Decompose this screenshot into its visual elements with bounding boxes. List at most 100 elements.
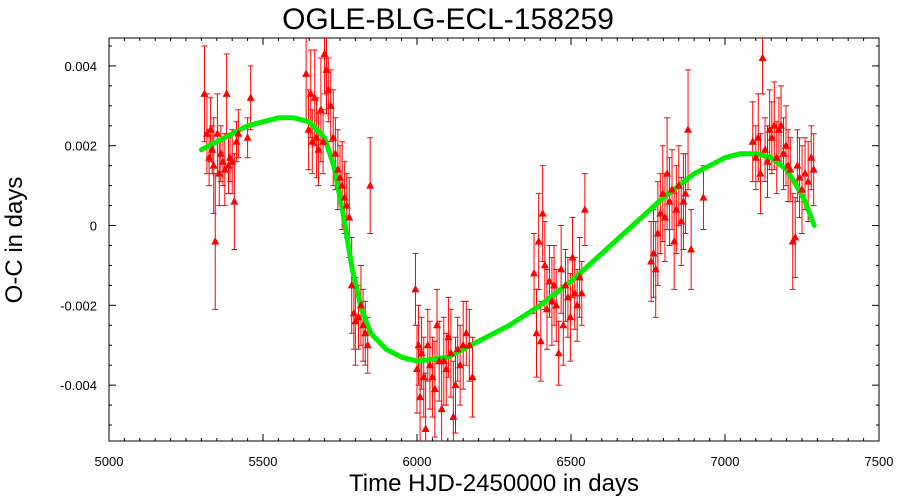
data-point (804, 177, 813, 185)
data-point (687, 244, 696, 253)
data-point (316, 105, 325, 113)
data-point (338, 181, 347, 189)
data-point (774, 125, 783, 133)
data-point (770, 121, 779, 129)
data-point (791, 233, 800, 241)
data-point (580, 205, 589, 213)
data-point (243, 133, 252, 141)
data-point (767, 133, 776, 141)
data-point (748, 137, 757, 145)
data-point (672, 205, 681, 213)
data-point (788, 236, 797, 245)
data-point (306, 89, 315, 97)
data-point (462, 328, 471, 337)
data-point (668, 185, 677, 193)
data-point (575, 272, 584, 281)
data-point (656, 209, 665, 217)
y-tick-label: 0.004 (64, 59, 97, 74)
data-point (758, 53, 767, 61)
data-point (670, 236, 679, 245)
x-tick-label: 6500 (557, 454, 586, 469)
y-tick-label: -0.004 (60, 378, 97, 393)
data-point (772, 153, 781, 161)
data-point (329, 133, 338, 141)
data-point (333, 165, 342, 173)
data-point (756, 169, 765, 177)
data-point (319, 137, 328, 145)
data-point (419, 372, 428, 381)
data-point (577, 288, 586, 297)
data-point (536, 336, 545, 345)
data-point (363, 340, 372, 349)
data-point (559, 320, 568, 329)
data-point (336, 173, 344, 181)
data-point (658, 189, 667, 197)
data-point (430, 384, 439, 393)
data-point (451, 380, 460, 389)
data-point (663, 169, 672, 177)
data-point (324, 85, 333, 93)
data-point (456, 360, 465, 369)
data-point (209, 161, 218, 169)
data-point (359, 320, 368, 329)
data-point (570, 288, 579, 297)
data-point (425, 360, 434, 369)
data-point (246, 93, 255, 101)
data-point (322, 65, 331, 73)
data-point (795, 173, 804, 181)
data-point (545, 276, 554, 285)
data-point (347, 280, 356, 289)
data-point (561, 280, 570, 289)
plot-frame (108, 37, 880, 442)
data-point (801, 169, 810, 177)
data-point (647, 256, 656, 265)
data-point (446, 348, 455, 357)
data-point (532, 328, 541, 337)
data-point (679, 197, 688, 205)
data-point (542, 304, 551, 313)
y-tick-label: 0 (90, 219, 97, 234)
data-point (414, 340, 423, 349)
data-point (765, 125, 774, 133)
data-point (563, 292, 572, 301)
data-point (310, 93, 319, 101)
data-point (351, 316, 360, 325)
data-point (798, 185, 806, 193)
data-point (417, 348, 426, 357)
data-point (566, 312, 575, 321)
data-point (538, 209, 547, 217)
data-point (530, 268, 539, 277)
data-point (568, 252, 577, 261)
data-point (230, 197, 239, 205)
data-point (345, 213, 354, 221)
data-point (326, 101, 335, 109)
points-layer (200, 49, 818, 433)
data-point (557, 264, 566, 273)
data-point (754, 133, 763, 141)
data-point (665, 197, 674, 205)
data-point (781, 141, 790, 149)
data-point (206, 125, 215, 133)
x-axis-title: Time HJD-2450000 in days (349, 470, 639, 497)
data-point (465, 340, 474, 349)
data-point (302, 69, 311, 77)
data-point (428, 372, 437, 381)
y-axis-title: O-C in days (1, 177, 28, 304)
data-point (777, 121, 786, 129)
data-point (416, 392, 425, 401)
data-point (779, 149, 788, 157)
data-point (220, 165, 229, 173)
x-tick-label: 7500 (865, 454, 894, 469)
data-point (807, 153, 816, 161)
data-point (224, 161, 233, 169)
data-point (684, 125, 693, 133)
x-tick-label: 5500 (249, 454, 278, 469)
data-point (763, 157, 772, 165)
data-point (202, 129, 211, 137)
data-point (751, 153, 760, 161)
y-tick-label: 0.002 (64, 139, 97, 154)
data-point (234, 129, 243, 137)
data-point (320, 49, 329, 57)
data-point (331, 149, 340, 157)
